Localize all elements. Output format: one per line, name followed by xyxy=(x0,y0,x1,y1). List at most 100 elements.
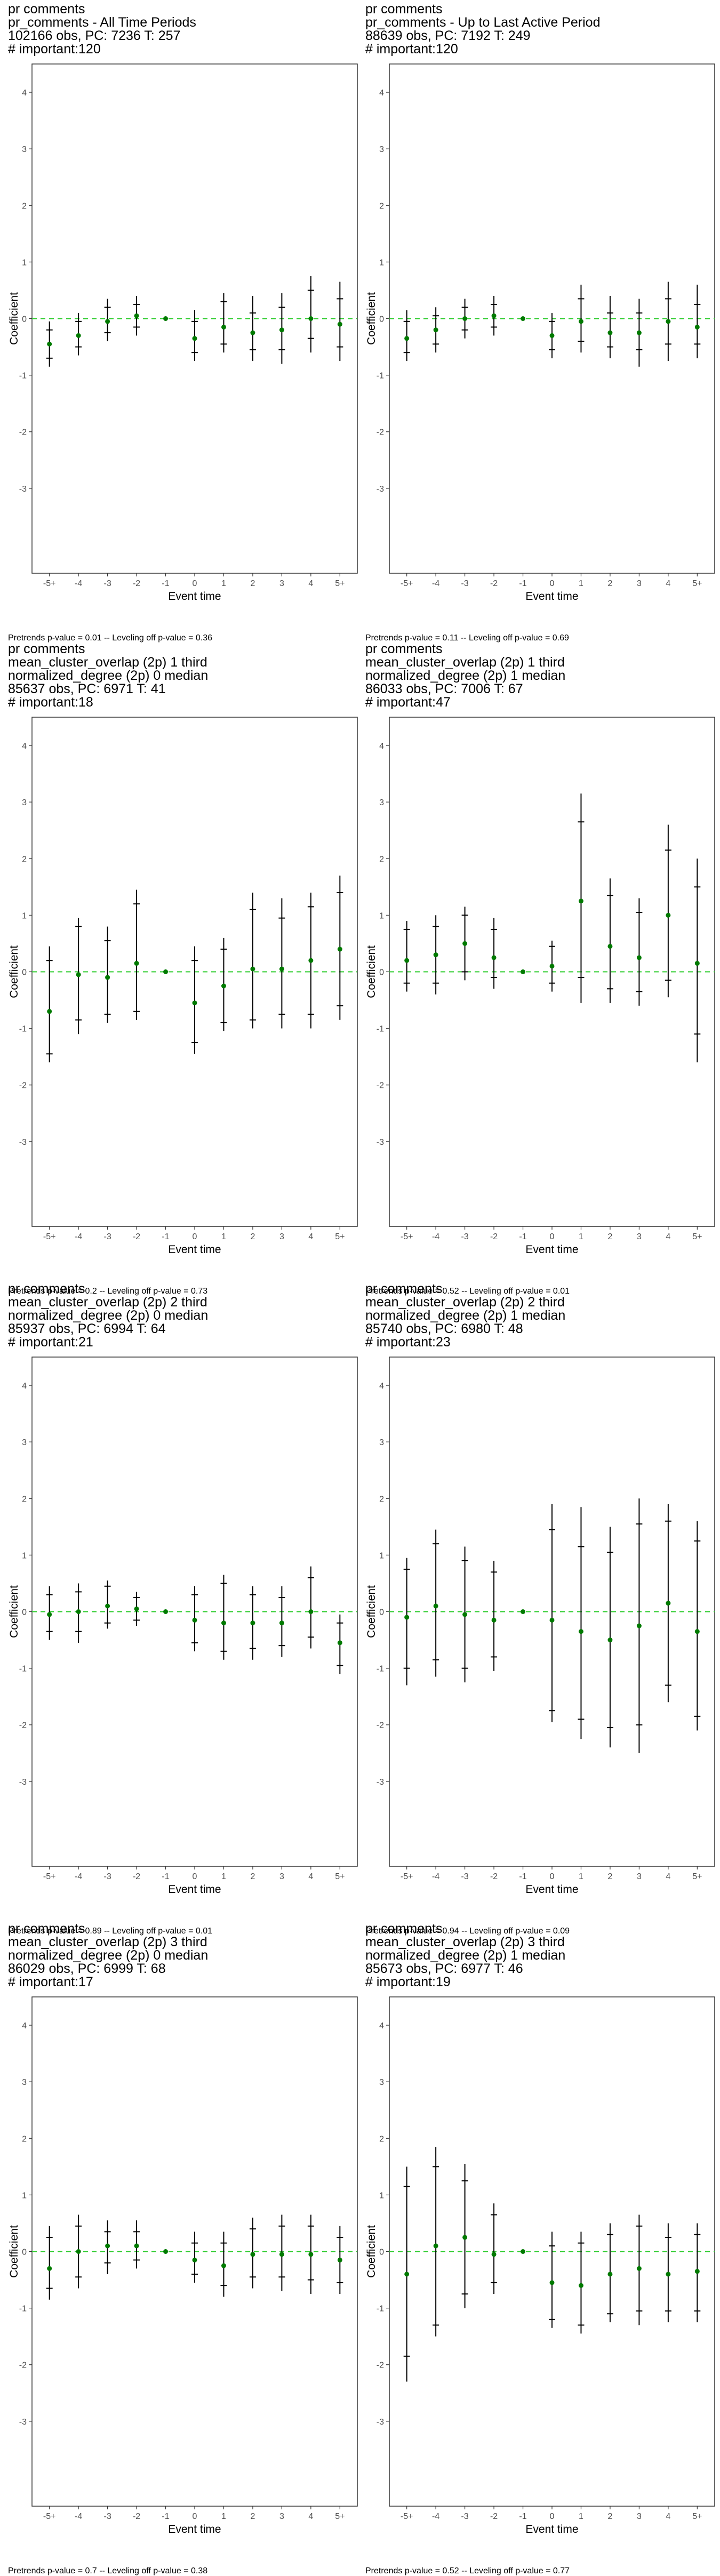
x-tick-label: -1 xyxy=(162,1232,169,1241)
chart-title-line: 85740 obs, PC: 6980 T: 48 xyxy=(365,1321,523,1336)
data-point xyxy=(105,975,110,980)
y-tick-label: 1 xyxy=(22,911,27,920)
y-tick-label: 2 xyxy=(22,202,27,211)
chart-title-line: 86029 obs, PC: 6999 T: 68 xyxy=(8,1961,166,1976)
x-tick-label: 3 xyxy=(279,1232,284,1241)
y-tick-label: 3 xyxy=(379,2078,384,2087)
x-tick-label: 1 xyxy=(221,579,226,588)
data-point xyxy=(549,333,555,338)
data-point xyxy=(337,946,342,952)
y-tick-label: 4 xyxy=(22,89,27,98)
y-tick-label: 4 xyxy=(22,742,27,751)
x-tick-label: -2 xyxy=(133,1232,140,1241)
y-tick-label: 0 xyxy=(379,1608,384,1617)
data-point xyxy=(163,2249,169,2254)
chart-title-line: mean_cluster_overlap (2p) 3 third xyxy=(8,1935,207,1949)
chart-panel: pr comments mean_cluster_overlap (2p) 3 t… xyxy=(365,1922,715,2575)
x-tick-label: 1 xyxy=(579,1232,583,1241)
data-point xyxy=(221,2263,226,2268)
chart-title-line: normalized_degree (2p) 1 median xyxy=(365,1948,566,1963)
x-tick-label: -4 xyxy=(432,579,439,588)
data-point xyxy=(192,1617,197,1623)
x-tick-label: 0 xyxy=(193,1872,197,1881)
y-tick-label: 4 xyxy=(22,2021,27,2031)
data-point xyxy=(462,316,468,321)
x-tick-label: -4 xyxy=(432,1872,439,1881)
x-tick-label: 5+ xyxy=(335,1232,345,1241)
y-tick-label: -2 xyxy=(19,428,27,437)
chart-title: pr comments mean_cluster_overlap (2p) 1 t… xyxy=(8,643,208,709)
y-tick-label: -2 xyxy=(19,1081,27,1090)
data-point xyxy=(192,2257,197,2262)
x-tick-label: 4 xyxy=(308,1872,313,1881)
data-point xyxy=(694,1629,700,1634)
y-tick-label: 1 xyxy=(379,258,384,267)
data-point xyxy=(105,319,110,324)
x-tick-label: 1 xyxy=(221,2512,226,2521)
y-tick-label: 3 xyxy=(379,1438,384,1447)
data-point xyxy=(308,316,314,321)
data-point xyxy=(279,2252,284,2257)
y-axis-title: Coefficient xyxy=(365,2225,378,2278)
x-tick-label: -5+ xyxy=(401,579,413,588)
data-point xyxy=(549,964,555,969)
x-tick-label: 2 xyxy=(250,579,255,588)
data-point xyxy=(462,1612,468,1617)
x-tick-label: 0 xyxy=(193,2512,197,2521)
data-point xyxy=(192,336,197,341)
y-tick-label: 4 xyxy=(379,1382,384,1391)
chart-title: pr comments pr_comments - Up to Last Acti… xyxy=(365,3,600,56)
data-point xyxy=(76,2249,81,2254)
x-tick-label: 3 xyxy=(637,1232,642,1241)
x-tick-label: 5+ xyxy=(692,1872,702,1881)
data-point xyxy=(404,1615,410,1620)
y-tick-label: 4 xyxy=(379,742,384,751)
y-tick-label: 0 xyxy=(22,315,27,324)
y-tick-label: -3 xyxy=(377,485,384,494)
data-point xyxy=(433,952,438,958)
y-tick-label: 3 xyxy=(22,2078,27,2087)
y-tick-label: 1 xyxy=(22,258,27,267)
chart-title: pr comments mean_cluster_overlap (2p) 2 t… xyxy=(365,1282,565,1349)
x-tick-label: 3 xyxy=(637,579,642,588)
data-point xyxy=(491,1617,497,1623)
chart-title-line: # important:19 xyxy=(365,1975,451,1989)
chart-title-line: pr_comments - Up to Last Active Period xyxy=(365,15,601,30)
x-axis-title: Event time xyxy=(525,1883,578,1896)
x-tick-label: 5+ xyxy=(335,1872,345,1881)
y-tick-label: -3 xyxy=(19,1138,27,1147)
y-tick-label: 3 xyxy=(22,798,27,807)
chart-title-line: pr comments xyxy=(8,1921,85,1936)
x-tick-label: 0 xyxy=(550,1872,555,1881)
x-tick-label: -5+ xyxy=(401,2512,413,2521)
data-point xyxy=(308,1609,314,1614)
data-point xyxy=(462,2235,468,2240)
y-tick-label: 2 xyxy=(379,2134,384,2144)
y-tick-label: -3 xyxy=(377,1778,384,1787)
x-tick-label: -3 xyxy=(461,2512,468,2521)
data-point xyxy=(578,1629,583,1634)
chart-plot: -3 -2 -1 0 1 2 3 4 -5+ -4 -3 -2 -1 0 1 2 3 4 5+ Coefficient… xyxy=(365,63,715,603)
chart-title: pr comments mean_cluster_overlap (2p) 2 t… xyxy=(8,1282,208,1349)
data-point xyxy=(607,330,613,335)
y-tick-label: -1 xyxy=(19,372,27,381)
y-tick-label: 3 xyxy=(379,798,384,807)
chart-title-line: pr comments xyxy=(8,1281,85,1296)
x-tick-label: -3 xyxy=(461,1232,468,1241)
chart-title-line: mean_cluster_overlap (2p) 3 third xyxy=(365,1935,565,1949)
y-tick-label: -3 xyxy=(19,1778,27,1787)
data-point xyxy=(250,1620,255,1626)
x-tick-label: 3 xyxy=(279,579,284,588)
y-tick-label: 1 xyxy=(379,911,384,920)
chart-title-line: normalized_degree (2p) 1 median xyxy=(365,1308,566,1323)
x-tick-label: 2 xyxy=(607,579,612,588)
chart-title: pr comments mean_cluster_overlap (2p) 3 t… xyxy=(8,1922,208,1989)
chart-panel: pr comments pr_comments - Up to Last Acti… xyxy=(365,3,715,643)
y-tick-label: 3 xyxy=(22,145,27,154)
x-tick-label: 4 xyxy=(666,2512,670,2521)
x-tick-label: -2 xyxy=(490,579,498,588)
data-point xyxy=(666,912,671,918)
y-tick-label: 1 xyxy=(379,1551,384,1560)
data-point xyxy=(666,2272,671,2277)
x-tick-label: -3 xyxy=(103,1232,111,1241)
